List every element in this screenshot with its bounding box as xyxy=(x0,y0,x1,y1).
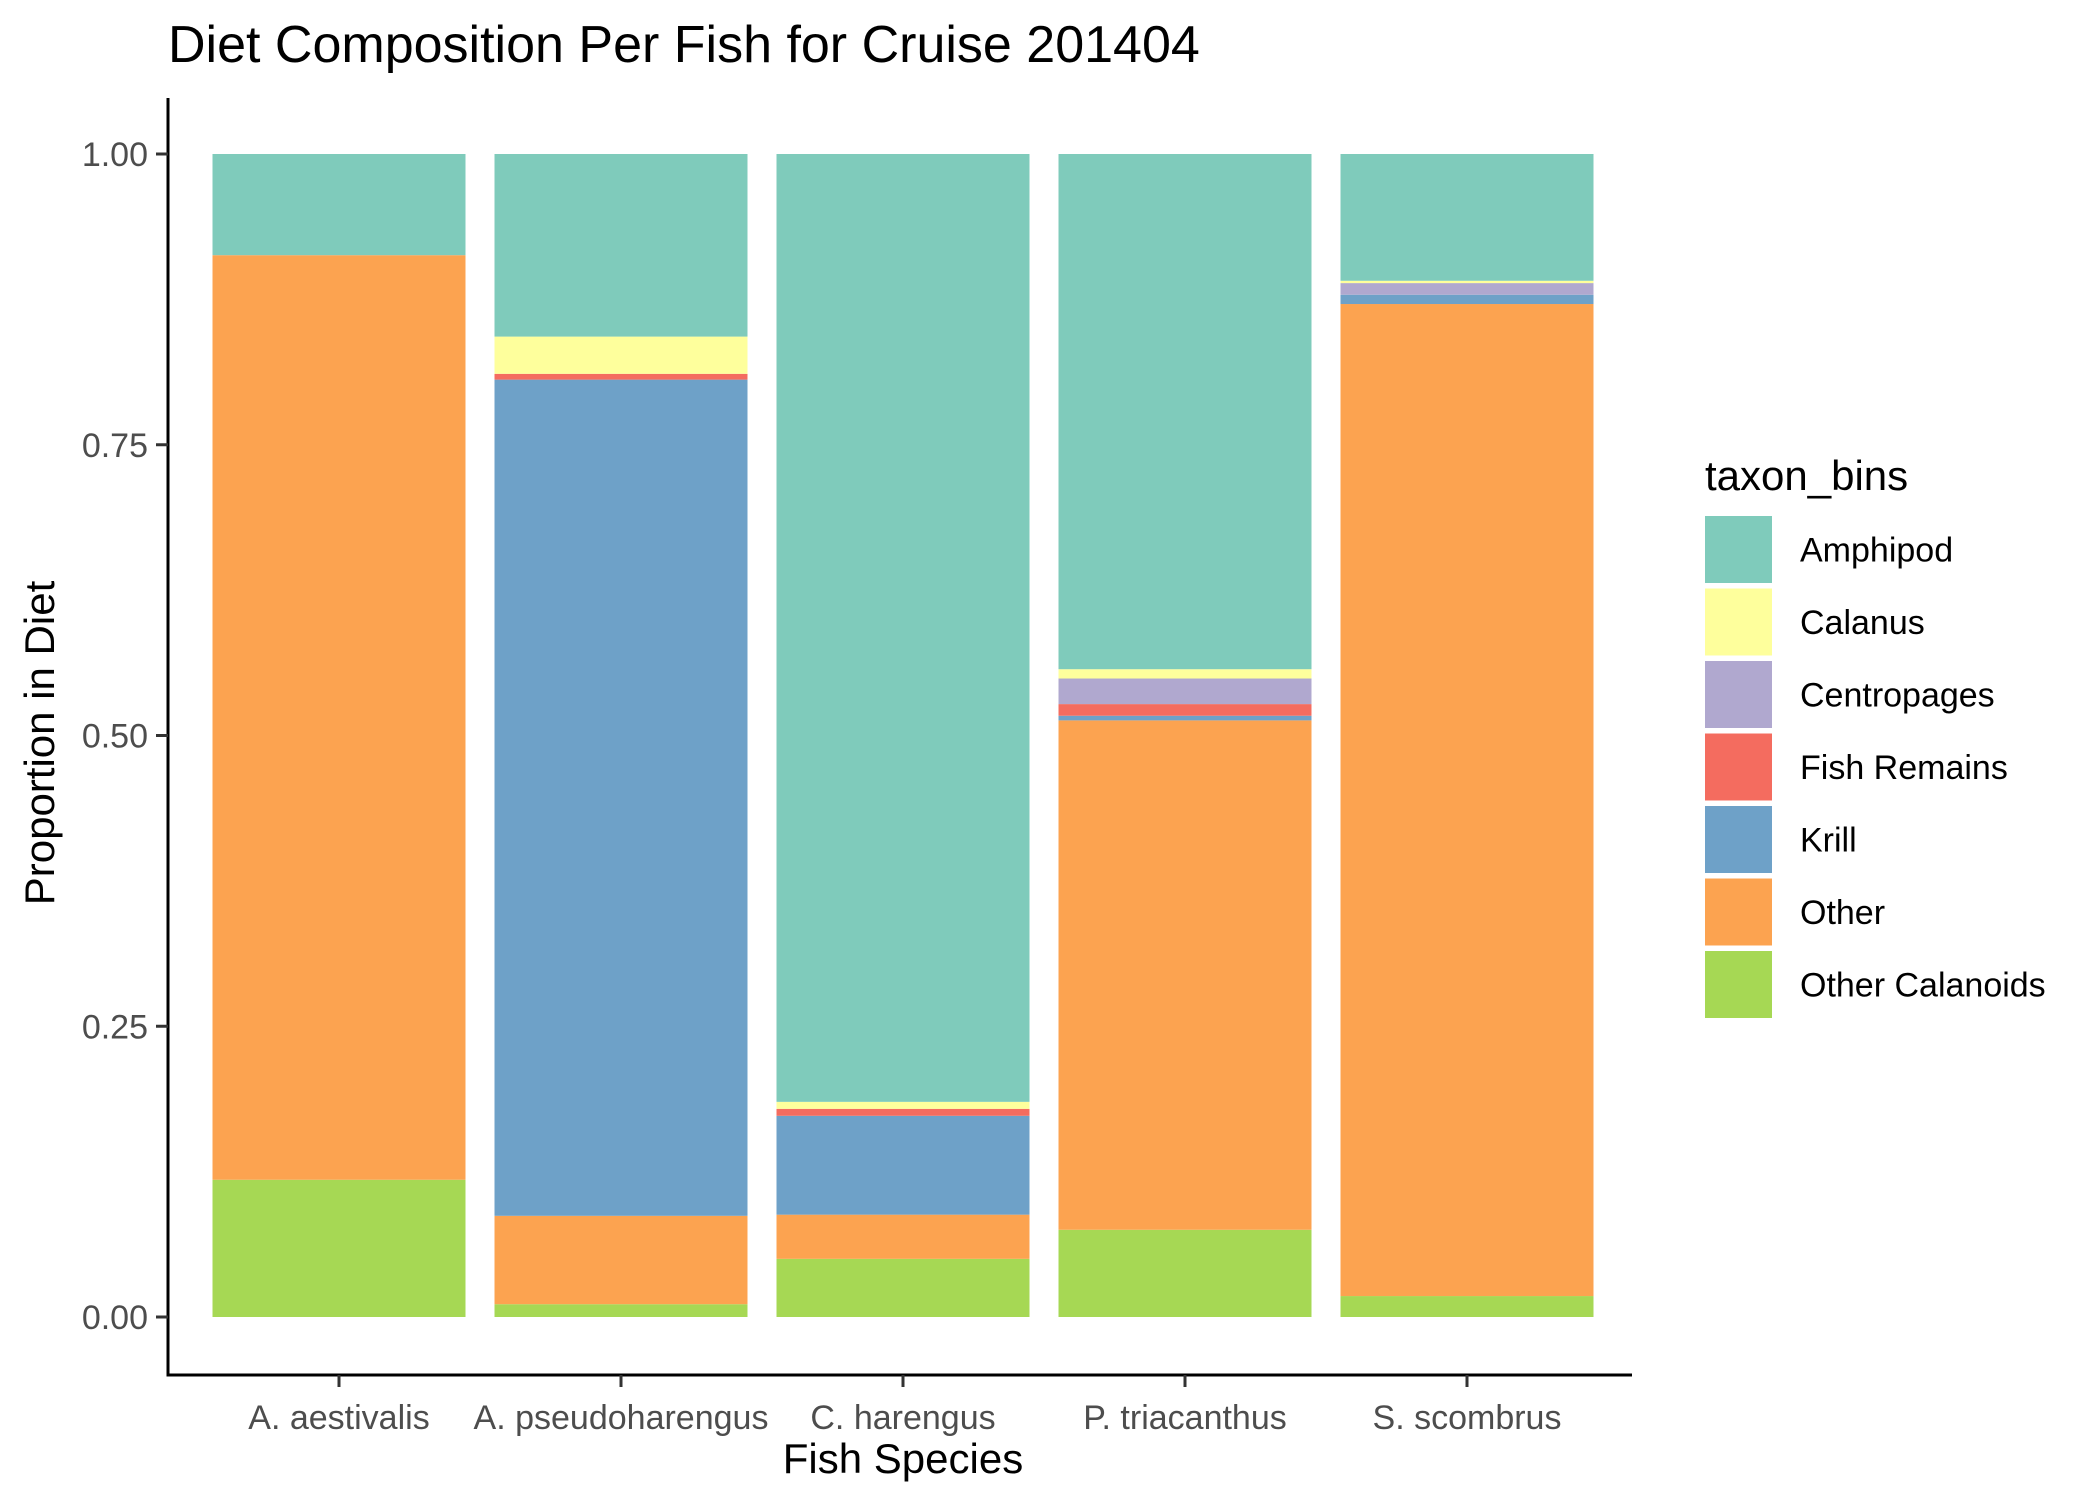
bar-c-harengus-other-calanoids xyxy=(776,1258,1030,1317)
bar-p-triacanthus-amphipod xyxy=(1058,154,1312,670)
legend-label-fish-remains: Fish Remains xyxy=(1800,749,2008,787)
y-tick-label-0-50: 0.50 xyxy=(82,718,148,756)
legend: taxon_bins Amphipod Calanus Centropages Fis… xyxy=(1705,452,2046,1018)
bar-p-triacanthus-centropages xyxy=(1058,678,1312,705)
y-tick-label-1-00: 1.00 xyxy=(82,136,148,174)
bar-a-pseudoharengus-fish-remains xyxy=(494,373,748,380)
bar-p-triacanthus-other xyxy=(1058,720,1312,1230)
bar-s-scombrus-amphipod xyxy=(1340,154,1594,281)
legend-key-centropages xyxy=(1705,661,1772,728)
bar-c-harengus-krill xyxy=(776,1115,1030,1215)
y-tick-label-0-25: 0.25 xyxy=(82,1008,148,1046)
bar-a-pseudoharengus-other xyxy=(494,1215,748,1305)
legend-label-other: Other xyxy=(1800,894,1885,932)
bar-s-scombrus-calanus xyxy=(1340,280,1594,284)
bar-c-harengus-other xyxy=(776,1214,1030,1259)
legend-label-centropages: Centropages xyxy=(1800,677,1995,715)
bar-p-triacanthus-krill xyxy=(1058,715,1312,721)
bar-a-pseudoharengus-other-calanoids xyxy=(494,1304,748,1317)
bar-p-triacanthus-other-calanoids xyxy=(1058,1229,1312,1317)
x-tick-label-c-harengus: C. harengus xyxy=(810,1399,995,1437)
y-tick-label-0-75: 0.75 xyxy=(82,427,148,465)
bar-s-scombrus-krill xyxy=(1340,294,1594,305)
legend-label-calanus: Calanus xyxy=(1800,604,1925,642)
x-tick-label-s-scombrus: S. scombrus xyxy=(1373,1399,1562,1437)
legend-title: taxon_bins xyxy=(1705,452,1908,499)
x-tick-label-a-aestivalis: A. aestivalis xyxy=(248,1399,429,1437)
legend-key-krill xyxy=(1705,806,1772,873)
bar-c-harengus-fish-remains xyxy=(776,1108,1030,1116)
bar-a-pseudoharengus-amphipod xyxy=(494,154,748,337)
bar-s-scombrus-other-calanoids xyxy=(1340,1296,1594,1317)
legend-label-amphipod: Amphipod xyxy=(1800,532,1953,570)
bar-a-aestivalis-amphipod xyxy=(212,154,466,256)
x-tick-label-a-pseudoharengus: A. pseudoharengus xyxy=(474,1399,769,1437)
y-axis-title: Proportion in Diet xyxy=(16,580,63,905)
y-tick-label-0-00: 0.00 xyxy=(82,1299,148,1337)
bar-p-triacanthus-fish-remains xyxy=(1058,704,1312,716)
legend-label-krill: Krill xyxy=(1800,822,1857,860)
legend-key-other-calanoids xyxy=(1705,951,1772,1018)
legend-key-other xyxy=(1705,878,1772,946)
bar-c-harengus-amphipod xyxy=(776,154,1030,1102)
bars-layer xyxy=(212,154,1594,1317)
bar-s-scombrus-centropages xyxy=(1340,283,1594,295)
x-tick-label-p-triacanthus: P. triacanthus xyxy=(1083,1399,1287,1437)
legend-key-calanus xyxy=(1705,588,1772,656)
bar-a-aestivalis-other-calanoids xyxy=(212,1179,466,1317)
chart-title: Diet Composition Per Fish for Cruise 201… xyxy=(168,16,1200,74)
bar-p-triacanthus-calanus xyxy=(1058,669,1312,679)
bar-a-aestivalis-other xyxy=(212,255,466,1180)
legend-key-amphipod xyxy=(1705,516,1772,583)
bar-s-scombrus-other xyxy=(1340,304,1594,1297)
axes-layer: 0.00 0.25 0.50 0.75 1.00 A. aestivalis A. pseu… xyxy=(82,98,1632,1437)
bar-a-pseudoharengus-krill xyxy=(494,379,748,1216)
x-axis-title: Fish Species xyxy=(783,1435,1023,1482)
bar-a-pseudoharengus-calanus xyxy=(494,336,748,374)
bar-c-harengus-calanus xyxy=(776,1101,1030,1109)
legend-key-fish-remains xyxy=(1705,733,1772,801)
legend-label-other-calanoids: Other Calanoids xyxy=(1800,967,2046,1005)
